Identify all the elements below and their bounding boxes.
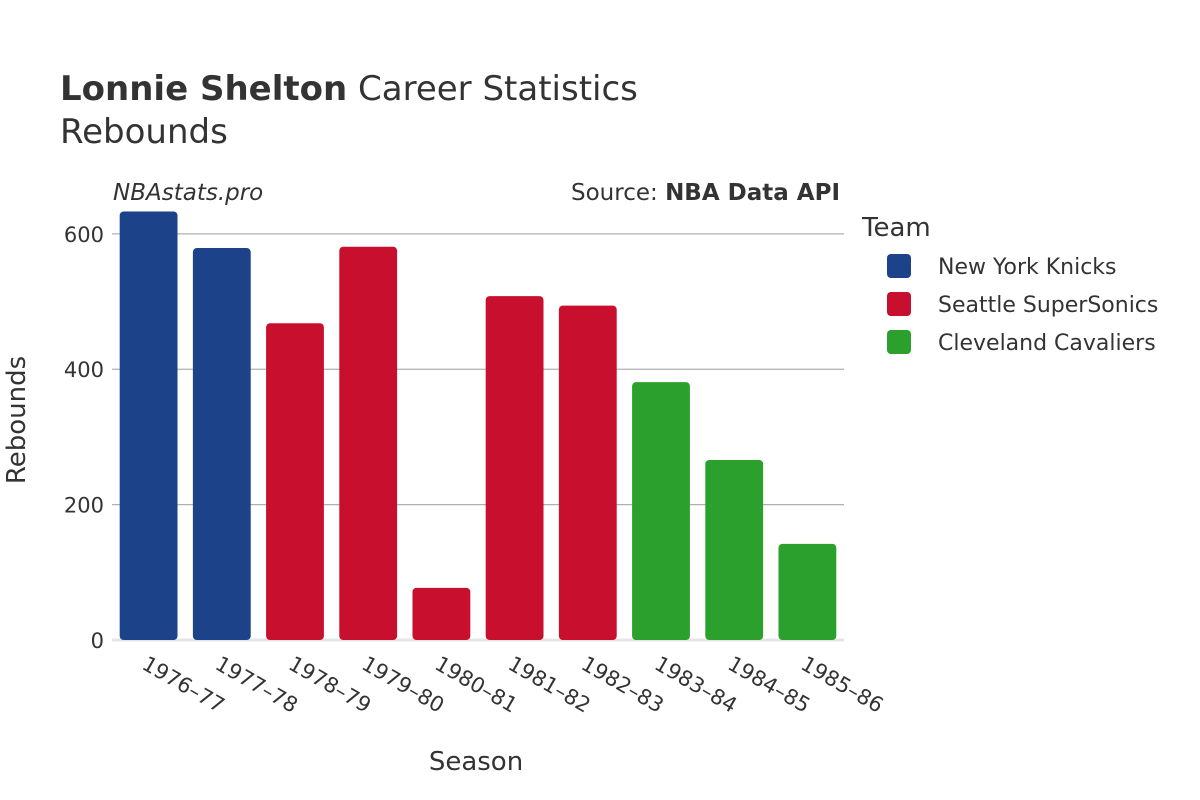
x-tick-label: 1980–81 — [431, 652, 522, 718]
y-tick-label: 400 — [64, 358, 104, 382]
bar-1980–81[interactable] — [412, 587, 471, 640]
source-prefix: Source: — [571, 180, 665, 206]
y-tick-label: 0 — [91, 629, 104, 653]
legend: New York Knicks Seattle SuperSonics Clevel… — [887, 254, 1158, 356]
bar-1978–79[interactable] — [266, 323, 324, 640]
y-tick-labels: 0 200 400 600 — [64, 223, 104, 653]
legend-swatch — [887, 330, 911, 354]
bar-1985–86[interactable] — [778, 543, 837, 640]
bars — [119, 211, 837, 641]
source-text: Source: NBA Data API — [571, 180, 840, 206]
bar-1984–85[interactable] — [705, 459, 764, 640]
x-tick-label: 1976–77 — [138, 652, 229, 718]
x-tick-label: 1981–82 — [504, 652, 595, 718]
bar-1982–83[interactable] — [558, 305, 617, 640]
chart-subtitle: Rebounds — [60, 112, 228, 152]
y-axis-title: Rebounds — [2, 356, 32, 484]
y-tick-label: 600 — [64, 223, 104, 247]
chart-title-bold: Lonnie Shelton — [60, 69, 347, 109]
bar-1983–84[interactable] — [632, 382, 690, 640]
x-tick-label: 1977–78 — [211, 652, 302, 718]
chart-title: Lonnie Shelton Career Statistics — [60, 69, 638, 109]
legend-title: Team — [861, 213, 931, 243]
legend-swatch — [887, 254, 911, 278]
bar-1977–78[interactable] — [192, 248, 251, 641]
legend-label: Seattle SuperSonics — [938, 293, 1158, 318]
chart-title-rest: Career Statistics — [358, 69, 638, 109]
bar-1981–82[interactable] — [485, 296, 544, 640]
bar-1976–77[interactable] — [119, 211, 178, 640]
x-tick-label: 1984–85 — [724, 652, 815, 718]
x-tick-label: 1983–84 — [651, 652, 742, 718]
x-tick-label: 1982–83 — [577, 652, 668, 718]
y-tick-label: 200 — [64, 494, 104, 518]
bar-1979–80[interactable] — [339, 246, 398, 640]
x-tick-label: 1978–79 — [285, 652, 376, 718]
legend-label: New York Knicks — [938, 255, 1117, 280]
x-tick-label: 1985–86 — [797, 652, 888, 718]
x-tick-labels: 1976–771977–781978–791979–801980–811981–… — [138, 652, 887, 718]
source-bold: NBA Data API — [665, 180, 840, 206]
watermark-text: NBAstats.pro — [113, 180, 263, 206]
legend-swatch — [887, 292, 911, 316]
legend-label: Cleveland Cavaliers — [938, 331, 1156, 356]
x-tick-label: 1979–80 — [358, 652, 449, 718]
x-axis-title: Season — [429, 747, 523, 777]
